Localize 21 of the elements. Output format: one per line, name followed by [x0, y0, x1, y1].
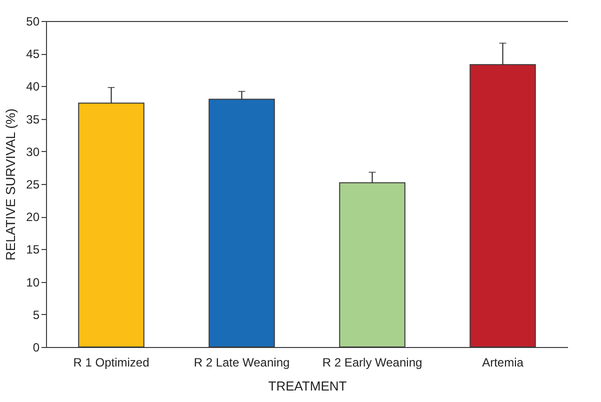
y-tick-label: 15 [26, 242, 40, 257]
y-tick-label: 20 [26, 210, 40, 224]
y-tick-label: 0 [32, 340, 40, 354]
bar [470, 64, 536, 348]
x-tick-label: R 1 Optimized [73, 356, 150, 370]
y-tick-label: 25 [26, 178, 40, 192]
bar [208, 98, 275, 348]
bar [78, 102, 144, 348]
y-tick-label: 45 [26, 47, 40, 62]
x-axis-title: TREATMENT [268, 378, 347, 394]
y-tick-label: 50 [26, 14, 40, 28]
y-tick-label: 30 [26, 144, 40, 159]
y-tick-label: 5 [32, 308, 40, 322]
x-tick-label: R 2 Late Weaning [194, 356, 290, 370]
y-tick-label: 10 [26, 275, 40, 290]
y-tick-label: 40 [26, 80, 40, 94]
bar [339, 182, 406, 348]
y-axis-title: RELATIVE SURVIVAL (%) [3, 108, 18, 260]
y-tick-label: 35 [26, 112, 40, 126]
x-tick-label: Artemia [482, 356, 524, 370]
x-tick-label: R 2 Early Weaning [322, 356, 422, 370]
